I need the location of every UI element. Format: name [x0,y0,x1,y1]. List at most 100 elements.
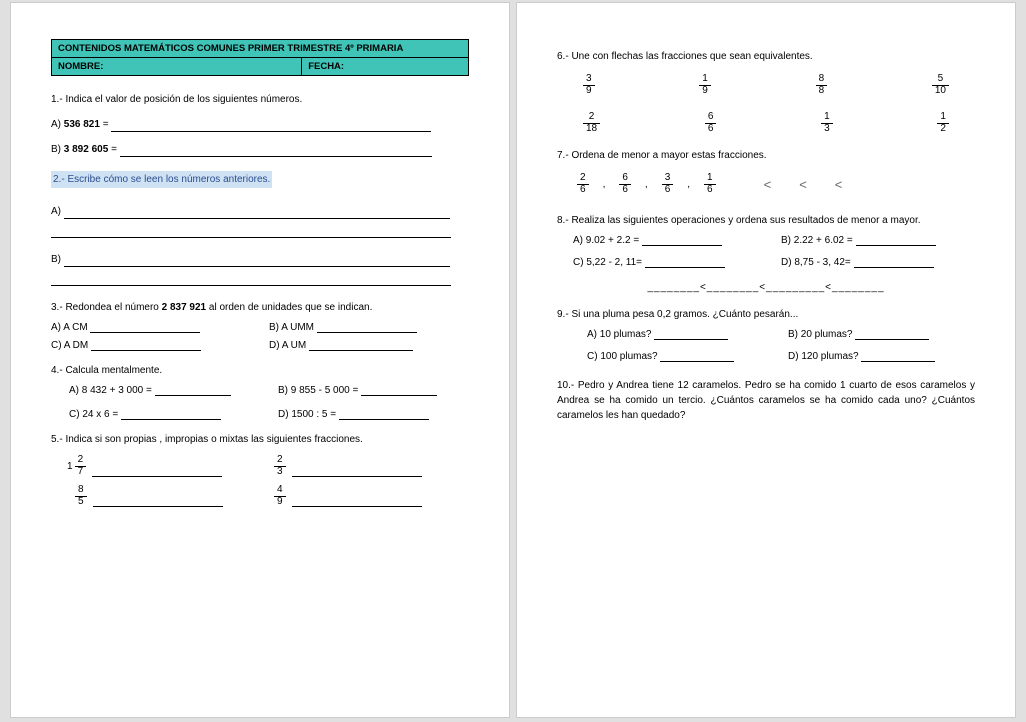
q1-text: 1.- Indica el valor de posición de los s… [51,92,469,107]
q4-d: D) 1500 : 5 = [278,408,469,420]
q1-a-eq: = [103,119,112,130]
q5-f1-frac: 1 27 [67,455,86,477]
q9-c-blank [660,350,734,362]
q9-d-blank [861,350,935,362]
q4-d-blank [339,408,429,420]
q2-a-blank2 [51,225,451,238]
q2-b-label: B) [51,254,61,265]
q5-f2-blank [292,465,422,477]
q5-f4: 49 [274,485,469,507]
q9-b: B) 20 plumas? [788,328,975,340]
q8-a-label: A) 9.02 + 2.2 = [573,235,639,246]
q6-text: 6.- Une con flechas las fracciones que s… [557,49,975,64]
q1-b-num: 3 892 605 [64,144,109,155]
q3-num: 2 837 921 [162,302,207,313]
q5-f4-d: 9 [274,497,286,508]
q7-f1: 66 [619,173,631,195]
q8-row1: A) 9.02 + 2.2 = B) 2.22 + 6.02 = [573,234,975,246]
q2-b-blank [64,255,450,267]
q3-text: 3.- Redondea el número 2 837 921 al orde… [51,300,469,315]
q4-c-blank [121,408,221,420]
q4-d-label: D) 1500 : 5 = [278,409,336,420]
q9-a-label: A) 10 plumas? [587,329,651,340]
q9-c: C) 100 plumas? [587,350,774,362]
q8-c-label: C) 5,22 - 2, 11= [573,257,642,268]
q3-d-label: D) A UM [269,340,306,351]
q5-row2: 85 49 [67,485,469,507]
q9-row1: A) 10 plumas? B) 20 plumas? [587,328,975,340]
q5-f2-frac: 23 [274,455,286,477]
q2-a: A) [51,204,469,219]
q6-f-0-1: 19 [699,74,711,96]
q4-a-label: A) 8 432 + 3 000 = [69,385,152,396]
q6-f-0-0: 39 [583,74,595,96]
q6-f-0-2: 88 [816,74,828,96]
header-table: CONTENIDOS MATEMÁTICOS COMUNES PRIMER TR… [51,39,469,76]
q8-d: D) 8,75 - 3, 42= [781,256,975,268]
q1-a-label: A) [51,119,61,130]
q5-text: 5.- Indica si son propias , impropias o … [51,432,469,447]
q7-f2: 36 [662,173,674,195]
q7-text: 7.- Ordena de menor a mayor estas fracci… [557,148,975,163]
q6-f-1-2: 13 [821,112,833,134]
q5-f1: 1 27 [67,455,262,477]
q8-b-blank [856,234,936,246]
q4-c-label: C) 24 x 6 = [69,409,118,420]
q5-f2: 23 [274,455,469,477]
header-title: CONTENIDOS MATEMÁTICOS COMUNES PRIMER TR… [52,40,469,58]
q8-a-blank [642,234,722,246]
q5-f1-n: 2 [75,455,87,467]
q9-row2: C) 100 plumas? D) 120 plumas? [587,350,975,362]
q8-chain: ________<________<_________<________ [557,282,975,293]
q3-a-blank [90,321,200,333]
q5-f4-frac: 49 [274,485,286,507]
q10-text: 10.- Pedro y Andrea tiene 12 caramelos. … [557,378,975,423]
q1-b: B) 3 892 605 = [51,142,469,157]
q2-text: 2.- Escribe cómo se leen los números ant… [51,171,272,188]
q8-b: B) 2.22 + 6.02 = [781,234,975,246]
q8-text: 8.- Realiza las siguientes operaciones y… [557,213,975,228]
q2-a-blank [64,207,450,219]
q7-lt1: < [764,177,772,192]
q9-d-label: D) 120 plumas? [788,351,859,362]
q3-d: D) A UM [269,339,469,351]
q2-b-blank2 [51,273,451,286]
page-1: CONTENIDOS MATEMÁTICOS COMUNES PRIMER TR… [10,2,510,718]
q3-row2: C) A DM D) A UM [51,339,469,351]
q8-c: C) 5,22 - 2, 11= [573,256,767,268]
q2-a-label: A) [51,206,61,217]
q6-row1: 39 19 88 510 [583,74,949,96]
q3-b-label: B) A UMM [269,322,314,333]
q6-f-1-0: 218 [583,112,600,134]
q7-lt-group: < < < [764,177,843,192]
q5-f2-n: 2 [274,455,286,467]
q3-c-label: C) A DM [51,340,88,351]
q9-d: D) 120 plumas? [788,350,975,362]
q2-b: B) [51,252,469,267]
q4-row1: A) 8 432 + 3 000 = B) 9 855 - 5 000 = [69,384,469,396]
q9-b-blank [855,328,929,340]
header-fecha: FECHA: [302,58,469,76]
q7-f3: 16 [704,173,716,195]
q5-f1-d: 7 [75,467,87,478]
q5-f1-whole: 1 [67,461,73,472]
q7-lt2: < [799,177,807,192]
q8-b-label: B) 2.22 + 6.02 = [781,235,853,246]
q3-c: C) A DM [51,339,251,351]
q5-f4-blank [292,495,422,507]
q1-a: A) 536 821 = [51,117,469,132]
q8-row2: C) 5,22 - 2, 11= D) 8,75 - 3, 42= [573,256,975,268]
q3-d-blank [309,339,413,351]
q4-b: B) 9 855 - 5 000 = [278,384,469,396]
q1-b-label: B) [51,144,61,155]
q7-f0: 26 [577,173,589,195]
q3-row1: A) A CM B) A UMM [51,321,469,333]
header-nombre: NOMBRE: [52,58,302,76]
q3-pre: 3.- Redondea el número [51,302,162,313]
q9-text: 9.- Si una pluma pesa 0,2 gramos. ¿Cuánt… [557,307,975,322]
q3-b-blank [317,321,417,333]
q7-row: 26, 66, 36, 16 < < < [577,173,975,195]
q6-f-1-3: 12 [937,112,949,134]
q3-b: B) A UMM [269,321,469,333]
q1-a-blank [111,120,431,132]
